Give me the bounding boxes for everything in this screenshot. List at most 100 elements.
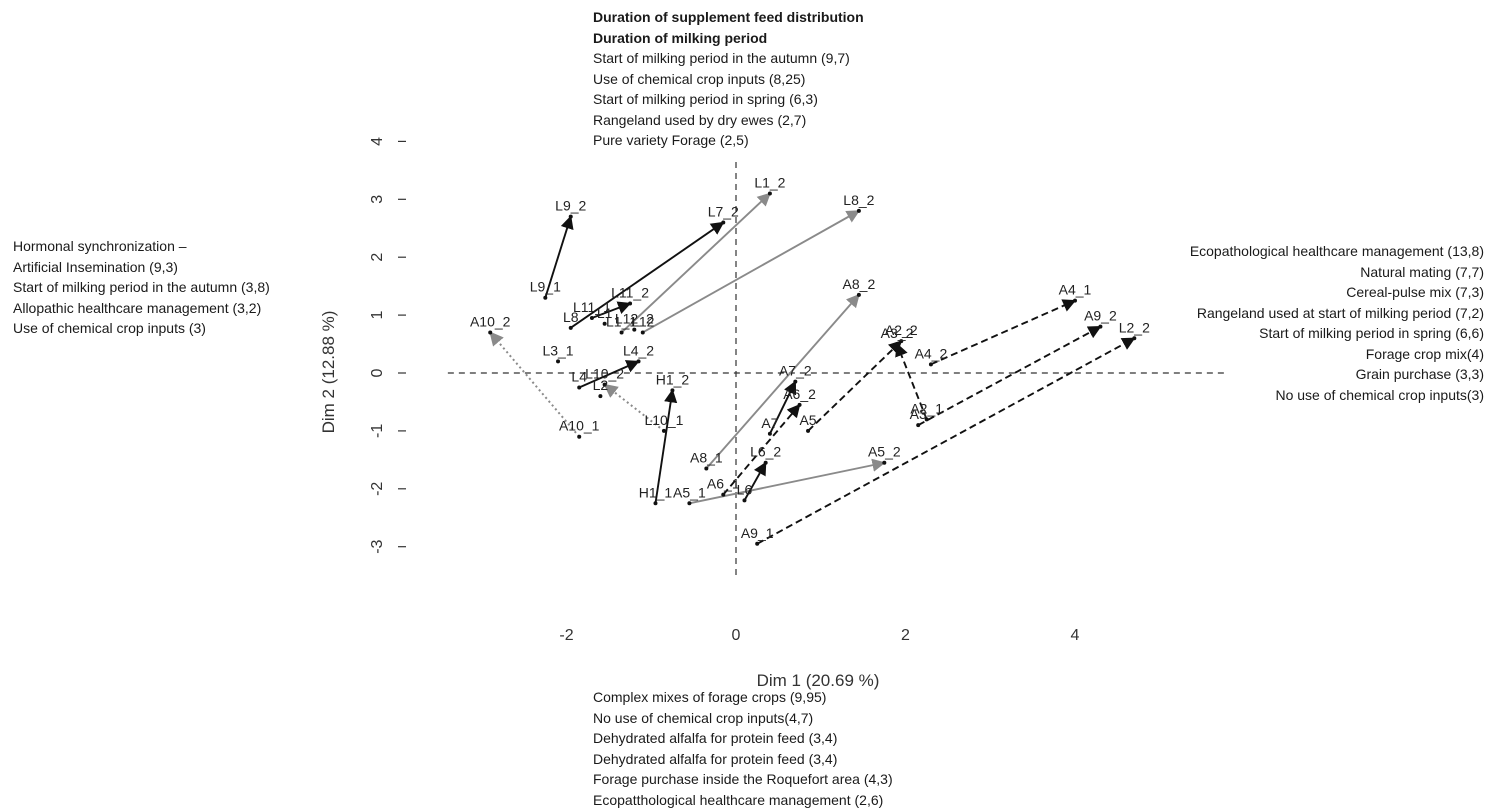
annotation-line: No use of chemical crop inputs(4,7) [593, 709, 814, 726]
data-point [924, 417, 929, 422]
data-point [556, 359, 561, 364]
point-label: H1_1 [639, 484, 673, 500]
data-point [721, 220, 726, 225]
data-point [598, 394, 603, 399]
data-point [632, 327, 637, 332]
point-label: L9_1 [530, 279, 561, 295]
point-label: L1 [597, 305, 613, 321]
annotation-line: No use of chemical crop inputs(3) [1275, 386, 1484, 403]
point-label: L6 [737, 481, 753, 497]
data-point [1132, 336, 1137, 341]
point-label: A10_1 [559, 418, 600, 434]
data-point [1098, 324, 1103, 329]
point-label: A6_2 [783, 386, 816, 402]
annotation-line: Dehydrated alfalfa for protein feed (3,4… [593, 730, 838, 746]
annotation-line: Rangeland used at start of milking perio… [1196, 304, 1484, 321]
point-label: L12_2 [615, 311, 654, 327]
data-point [636, 359, 641, 364]
trajectory-arrow [895, 342, 928, 420]
point-label: L2 [593, 377, 609, 393]
data-point [670, 388, 675, 393]
data-point [763, 460, 768, 465]
y-tick-label: 2 [369, 253, 386, 262]
data-point [628, 301, 633, 306]
trajectory-arrow [578, 360, 640, 389]
trajectory-arrow [570, 221, 725, 329]
data-point [640, 330, 645, 335]
dim1-negative-annotation: Hormonal synchronization – Artificial In… [13, 236, 270, 339]
trajectory-arrow [769, 380, 797, 435]
y-tick-label: -3 [369, 539, 386, 553]
annotation-line: Pure variety Forage (2,5) [593, 132, 749, 148]
annotation-line: Start of milking period in spring (6,3) [593, 91, 818, 107]
annotation-line: Allopathic healthcare management (3,2) [13, 299, 262, 316]
annotation-line: Forage purchase inside the Roquefort are… [593, 771, 893, 787]
point-label: L4 [571, 368, 587, 384]
point-label: A9_2 [1084, 308, 1117, 324]
y-axis-label: Dim 2 (12.88 %) [319, 311, 338, 434]
trajectory-arrow [807, 340, 903, 432]
y-tick-label: 0 [369, 368, 386, 377]
y-tick-label: 4 [369, 137, 386, 146]
data-point [488, 330, 493, 335]
data-point [589, 315, 594, 320]
point-label: A2_1 [910, 400, 943, 416]
point-label: A5 [799, 412, 816, 428]
data-point [806, 428, 811, 433]
data-point [916, 423, 921, 428]
point-label: A3 [910, 406, 927, 422]
annotation-line: Start of milking period in spring (6,6) [1259, 325, 1484, 341]
point-label: L9_2 [555, 198, 586, 214]
trajectory-arrow [756, 337, 1136, 545]
point-label: L10_2 [585, 366, 624, 382]
point-label: L4_2 [623, 342, 654, 358]
point-label: L11_2 [611, 285, 649, 301]
trajectory-arrow [705, 293, 860, 470]
point-label: L3_1 [542, 342, 573, 358]
data-point [568, 214, 573, 219]
x-tick-label: 2 [901, 627, 910, 644]
trajectory-arrow [743, 461, 767, 501]
annotation-line: Start of milking period in the autumn (9… [593, 50, 850, 66]
point-label: A7 [761, 415, 778, 431]
annotation-line: Ecopathological healthcare management (1… [1189, 243, 1484, 259]
data-point [568, 325, 573, 330]
data-point [797, 402, 802, 407]
point-label: A6_1 [707, 476, 740, 492]
annotation-line: Use of chemical crop inputs (3) [13, 320, 206, 336]
data-point [882, 460, 887, 465]
point-label: A8_2 [843, 276, 876, 292]
dim2-positive-annotation: Duration of supplement feed distribution… [593, 7, 864, 151]
point-label: H1_2 [656, 371, 690, 387]
data-point [755, 541, 760, 546]
point-label: A4_2 [915, 345, 948, 361]
trajectory-arrow [620, 192, 771, 334]
data-point [767, 431, 772, 436]
x-tick-label: 4 [1071, 627, 1080, 644]
data-point [1073, 298, 1077, 303]
annotation-line: Natural mating (7,7) [1360, 263, 1484, 280]
point-label: L8 [563, 309, 579, 325]
data-point [899, 339, 904, 344]
annotation-line: Hormonal synchronization – [13, 238, 187, 254]
data-point [619, 330, 624, 335]
point-label: A8_1 [690, 450, 723, 466]
data-point [661, 428, 666, 433]
annotation-line: Artificial Insemination (9,3) [13, 258, 178, 275]
annotation-line: Start of milking period in the autumn (3… [13, 279, 270, 295]
point-label: L6_2 [750, 444, 781, 460]
annotation-line: Cereal-pulse mix (7,3) [1346, 284, 1484, 300]
points-layer [488, 191, 1137, 546]
data-point [721, 492, 726, 497]
point-label: A10_2 [470, 313, 511, 329]
data-point [543, 295, 548, 300]
arrows-layer [489, 192, 1136, 545]
point-label: L12 [631, 313, 655, 329]
trajectory-arrow [722, 403, 801, 496]
data-point [704, 466, 709, 471]
y-tick-label: -2 [369, 482, 386, 496]
data-point [928, 362, 933, 367]
data-point [577, 434, 582, 439]
point-label: L1_2 [754, 175, 785, 191]
